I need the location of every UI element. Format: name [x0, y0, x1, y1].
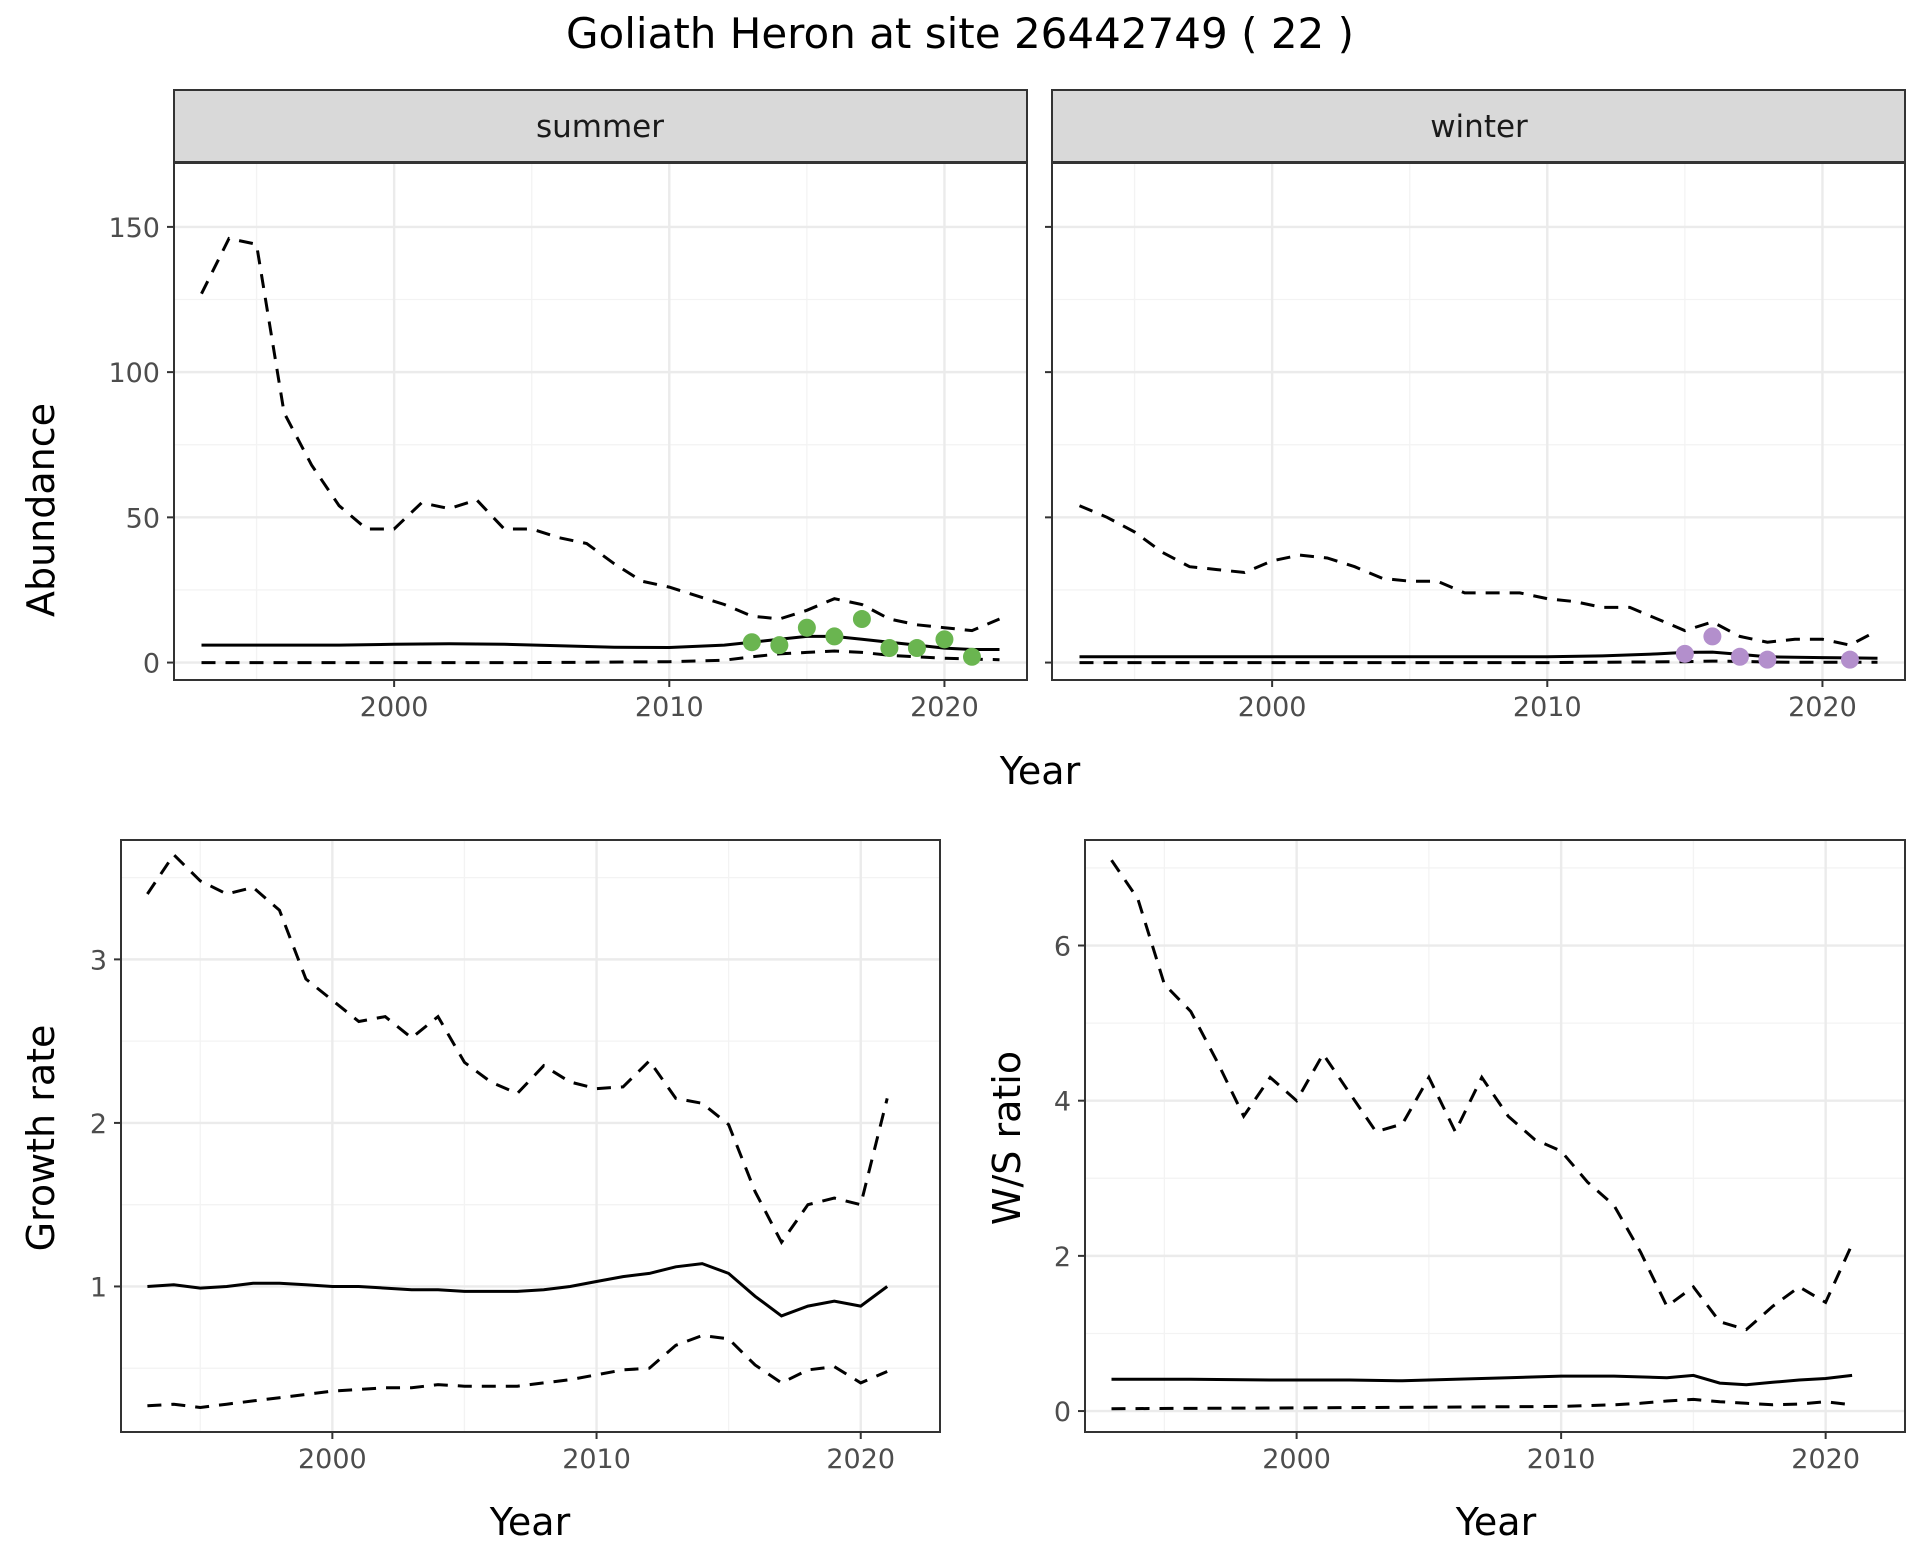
- data-point-abundance-summer: [880, 639, 899, 658]
- strip-winter: [1051, 89, 1906, 163]
- panel-abundance-winter: winter: [1051, 89, 1906, 163]
- y-tick-label: 0: [143, 649, 160, 680]
- series-lower-line: [201, 649, 1000, 665]
- data-point-abundance-winter: [1840, 650, 1859, 669]
- y-tick-label: 100: [108, 358, 160, 389]
- y-tick-label: 4: [1054, 1087, 1071, 1118]
- x-tick-label: 2010: [562, 1444, 631, 1475]
- data-point-abundance-summer: [742, 633, 761, 652]
- data-point-abundance-winter: [1758, 650, 1777, 669]
- plot-area: [174, 163, 1027, 680]
- strip-summer-label: summer: [536, 109, 664, 145]
- plot-area: [1052, 163, 1905, 680]
- series-lower-line: [1079, 659, 1878, 665]
- plot-area: [121, 840, 940, 1432]
- x-tick-label: 2010: [635, 692, 704, 723]
- y-tick-label: 150: [108, 213, 160, 244]
- plot-growth-rate: 2000 2010 2020 1 2 3: [90, 839, 941, 1475]
- data-point-abundance-summer: [797, 618, 816, 637]
- x-tick-label: 2010: [1513, 692, 1582, 723]
- x-tick-label: 2000: [1262, 1444, 1331, 1475]
- y-tick-label: 0: [1054, 1397, 1071, 1428]
- y-tick-label: 6: [1054, 932, 1071, 963]
- figure-title: Goliath Heron at site 26442749 ( 22 ): [566, 9, 1354, 58]
- x-tick-label: 2020: [1788, 692, 1857, 723]
- data-point-abundance-summer: [907, 639, 926, 658]
- plot-abundance-winter: 2000 2010 2020: [1045, 162, 1906, 723]
- x-tick-label: 2000: [1238, 692, 1307, 723]
- y-tick-label: 2: [1054, 1242, 1071, 1273]
- y-tick-label: 2: [90, 1109, 107, 1140]
- growth-y-axis-label: Growth rate: [19, 1025, 63, 1252]
- series-upper-line: [1110, 859, 1854, 1332]
- series-lower-line: [147, 1333, 888, 1410]
- x-tick-label: 2000: [360, 692, 429, 723]
- y-tick-label: 50: [126, 503, 160, 534]
- abundance-x-axis-label: Year: [999, 749, 1081, 793]
- x-tick-label: 2020: [1791, 1444, 1860, 1475]
- plot-area: [1085, 840, 1905, 1432]
- data-point-abundance-summer: [770, 636, 789, 655]
- data-point-abundance-summer: [852, 610, 871, 629]
- data-point-abundance-winter: [1703, 627, 1722, 646]
- panel-abundance-summer: summer: [173, 89, 1028, 163]
- series-upper-line: [200, 236, 1001, 633]
- x-tick-label: 2020: [910, 692, 979, 723]
- plot-frame: [1084, 839, 1906, 1433]
- plot-frame: [1051, 162, 1906, 681]
- abundance-y-axis-label: Abundance: [19, 403, 63, 617]
- plot-frame: [120, 839, 941, 1433]
- growth-x-axis-label: Year: [489, 1500, 571, 1544]
- data-point-abundance-winter: [1675, 644, 1694, 663]
- data-point-abundance-summer: [935, 630, 954, 649]
- series-mean-line: [1079, 650, 1878, 660]
- x-tick-label: 2010: [1527, 1444, 1596, 1475]
- plot-ws-ratio: 2000 2010 2020 0 2 4 6: [1054, 839, 1906, 1475]
- data-point-abundance-summer: [962, 647, 981, 666]
- series-mean-line: [1111, 1373, 1853, 1387]
- ws-x-axis-label: Year: [1455, 1500, 1537, 1544]
- ws-y-axis-label: W/S ratio: [985, 1051, 1029, 1225]
- x-tick-label: 2020: [826, 1444, 895, 1475]
- strip-winter-label: winter: [1430, 109, 1528, 145]
- y-tick-label: 3: [90, 945, 107, 976]
- data-point-abundance-summer: [825, 627, 844, 646]
- x-tick-label: 2000: [298, 1444, 367, 1475]
- strip-summer: [173, 89, 1028, 163]
- series-upper-line: [1078, 504, 1879, 647]
- series-lower-line: [1111, 1397, 1853, 1411]
- series-mean-line: [147, 1262, 889, 1318]
- y-tick-label: 1: [90, 1272, 107, 1303]
- plot-frame: [173, 162, 1028, 681]
- data-point-abundance-winter: [1730, 647, 1749, 666]
- plot-abundance-summer: 2000 2010 2020 0 50 100 150: [108, 162, 1028, 723]
